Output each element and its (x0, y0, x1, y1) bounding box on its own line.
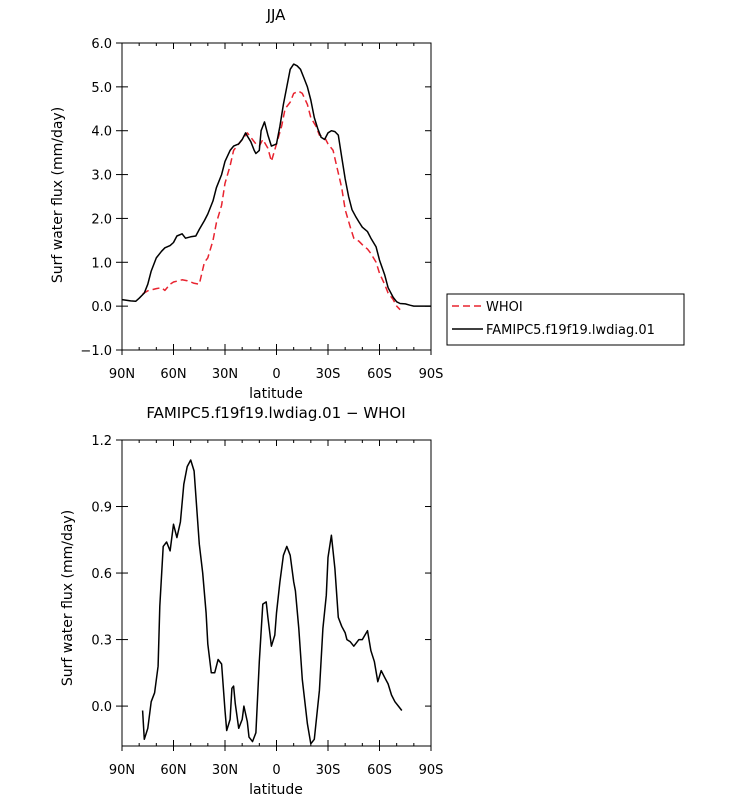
x-tick-label: 60S (367, 367, 392, 382)
x-tick-label: 0 (272, 367, 280, 382)
y-tick-label: 0.6 (91, 567, 112, 582)
y-tick-label: 0.3 (91, 634, 112, 649)
y-tick-label: 4.0 (91, 125, 112, 140)
y-tick-labels-top: −1.0 0.0 1.0 2.0 3.0 4.0 5.0 6.0 (80, 37, 112, 359)
y-tick-label: 6.0 (91, 37, 112, 52)
x-tick-label: 60S (367, 763, 392, 778)
x-tick-label: 90S (419, 763, 444, 778)
legend: WHOI FAMIPC5.f19f19.lwdiag.01 (446, 293, 685, 346)
series-group-bottom (141, 459, 403, 745)
chart-panel-top: JJA −1.0 0.0 1.0 2.0 3.0 4.0 5.0 6.0 90N 60N 30N 0… (50, 6, 443, 402)
x-tick-label: 30N (212, 367, 238, 382)
y-axis-label-top: Surf water flux (mm/day) (50, 107, 66, 283)
y-tick-label: 2.0 (91, 212, 112, 227)
chart-panel-bottom: FAMIPC5.f19f19.lwdiag.01 − WHOI 0.00.30.… (60, 404, 443, 798)
x-axis-label-bottom: latitude (249, 782, 303, 798)
y-tick-label: 0.0 (91, 300, 112, 315)
y-tick-labels-bottom: 0.0 0.3 0.6 0.9 1.2 (91, 434, 112, 715)
y-tick-label: 0.0 (91, 700, 112, 715)
legend-box (446, 293, 685, 346)
tick-marks-top (116, 42, 432, 355)
chart-title-top: JJA (266, 6, 287, 24)
x-tick-labels-top: 90N 60N 30N 0 30S 60S 90S (109, 367, 444, 382)
x-tick-label: 30N (212, 763, 238, 778)
x-axis-label-top: latitude (249, 386, 303, 402)
y-tick-label: 1.0 (91, 256, 112, 271)
x-tick-label: 30S (316, 367, 341, 382)
legend-label-whoi: WHOI (486, 300, 523, 315)
y-tick-label: 0.9 (91, 501, 112, 516)
x-tick-label: 90N (109, 763, 135, 778)
x-tick-label: 30S (316, 763, 341, 778)
series-group-top (121, 63, 431, 311)
y-tick-label: 1.2 (91, 434, 112, 449)
x-tick-label: 60N (160, 763, 186, 778)
tick-marks-bottom (116, 439, 432, 751)
y-tick-label: −1.0 (80, 344, 112, 359)
plot-frame-top (121, 42, 432, 351)
x-tick-label: 60N (160, 367, 186, 382)
legend-label-model: FAMIPC5.f19f19.lwdiag.01 (486, 323, 655, 338)
x-tick-label: 90N (109, 367, 135, 382)
x-tick-labels-bottom: 90N 60N 30N 0 30S 60S 90S (109, 763, 444, 778)
x-tick-label: 0 (272, 763, 280, 778)
series-line-bottom-0 (141, 459, 403, 745)
y-tick-label: 5.0 (91, 81, 112, 96)
y-tick-label: 3.0 (91, 169, 112, 184)
chart-title-bottom: FAMIPC5.f19f19.lwdiag.01 − WHOI (146, 404, 405, 422)
plot-frame-bottom (121, 439, 432, 747)
series-line-top-1 (121, 63, 431, 307)
series-line-top-0 (142, 90, 401, 311)
x-tick-label: 90S (419, 367, 444, 382)
y-axis-label-bottom: Surf water flux (mm/day) (60, 510, 76, 686)
